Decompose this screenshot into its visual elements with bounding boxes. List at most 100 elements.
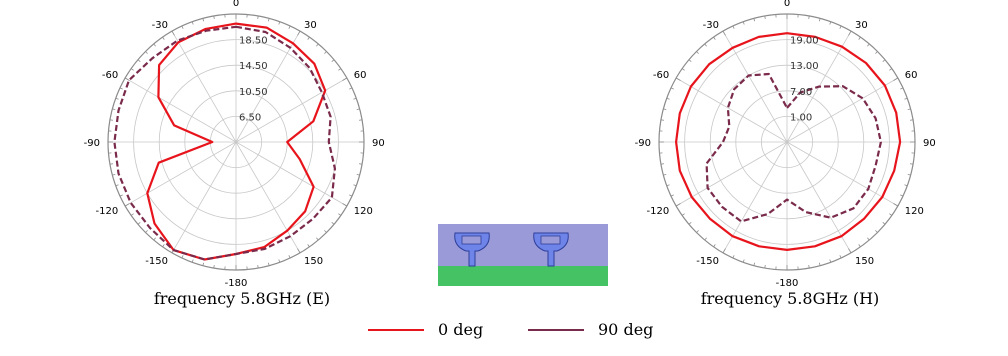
antenna-layout-inset bbox=[438, 224, 608, 286]
tick-mark bbox=[154, 44, 156, 46]
tick-mark bbox=[849, 31, 852, 35]
tick-mark bbox=[258, 16, 259, 19]
tick-mark bbox=[867, 238, 869, 240]
tick-mark bbox=[308, 37, 310, 39]
tick-mark bbox=[138, 222, 140, 224]
grid-spoke bbox=[125, 78, 236, 142]
tick-mark bbox=[676, 204, 680, 207]
angle-tick-label: 0 bbox=[784, 0, 790, 9]
angle-tick-label: -120 bbox=[95, 206, 118, 217]
tick-mark bbox=[343, 78, 347, 81]
grid-spoke bbox=[172, 142, 236, 253]
tick-mark bbox=[696, 230, 698, 232]
angle-tick-label: 60 bbox=[354, 70, 367, 81]
tick-mark bbox=[809, 16, 810, 19]
tick-mark bbox=[125, 78, 129, 81]
tick-mark bbox=[298, 31, 301, 35]
tick-mark bbox=[671, 88, 674, 89]
tick-mark bbox=[353, 98, 356, 99]
radial-tick-label: 13.00 bbox=[790, 61, 819, 72]
tick-mark bbox=[765, 16, 766, 19]
tick-mark bbox=[353, 185, 356, 186]
tick-mark bbox=[279, 259, 280, 262]
tick-mark bbox=[258, 265, 259, 268]
tick-mark bbox=[182, 26, 183, 29]
tick-mark bbox=[120, 195, 123, 196]
tick-mark bbox=[332, 60, 334, 62]
radial-tick-label: 14.50 bbox=[239, 61, 268, 72]
tick-mark bbox=[765, 265, 766, 268]
tick-mark bbox=[214, 265, 215, 268]
tick-mark bbox=[131, 214, 133, 216]
tick-mark bbox=[840, 26, 841, 29]
tick-mark bbox=[289, 255, 290, 258]
ground-plane bbox=[438, 266, 608, 286]
patch-slot-left bbox=[462, 236, 481, 244]
tick-mark bbox=[696, 51, 698, 53]
tick-mark bbox=[900, 195, 903, 196]
tick-mark bbox=[316, 44, 318, 46]
tick-mark bbox=[324, 51, 326, 53]
legend-label-90deg: 90 deg bbox=[598, 320, 653, 339]
tick-mark bbox=[154, 238, 156, 240]
tick-mark bbox=[349, 88, 352, 89]
tick-mark bbox=[661, 120, 664, 121]
angle-tick-label: -150 bbox=[696, 256, 719, 267]
radial-tick-label: 18.50 bbox=[239, 36, 268, 47]
angle-tick-label: -120 bbox=[646, 206, 669, 217]
angle-tick-label: -90 bbox=[84, 138, 100, 149]
tick-mark bbox=[298, 249, 301, 253]
tick-mark bbox=[705, 238, 707, 240]
series-90deg-line bbox=[114, 27, 335, 260]
tick-mark bbox=[889, 214, 891, 216]
tick-mark bbox=[163, 37, 165, 39]
tick-mark bbox=[192, 259, 193, 262]
angle-tick-label: 30 bbox=[304, 20, 317, 31]
tick-mark bbox=[859, 244, 861, 246]
caption-h-plane: frequency 5.8GHz (H) bbox=[701, 289, 880, 308]
tick-mark bbox=[689, 222, 691, 224]
tick-mark bbox=[689, 60, 691, 62]
tick-mark bbox=[116, 98, 119, 99]
tick-mark bbox=[120, 88, 123, 89]
grid-spoke bbox=[676, 78, 787, 142]
tick-mark bbox=[682, 69, 684, 71]
tick-mark bbox=[338, 214, 340, 216]
angle-tick-label: 120 bbox=[905, 206, 924, 217]
tick-mark bbox=[743, 22, 744, 25]
radial-tick-label: 7.00 bbox=[790, 87, 812, 98]
grid-spoke bbox=[787, 142, 898, 206]
tick-mark bbox=[809, 265, 810, 268]
tick-mark bbox=[723, 31, 726, 35]
tick-mark bbox=[867, 44, 869, 46]
tick-mark bbox=[332, 222, 334, 224]
angle-tick-label: -150 bbox=[145, 256, 168, 267]
angle-tick-label: -60 bbox=[653, 70, 669, 81]
angle-tick-label: 120 bbox=[354, 206, 373, 217]
tick-mark bbox=[840, 255, 841, 258]
radial-tick-label: 19.00 bbox=[790, 36, 819, 47]
tick-mark bbox=[830, 259, 831, 262]
tick-mark bbox=[343, 204, 347, 207]
tick-mark bbox=[904, 98, 907, 99]
tick-mark bbox=[723, 249, 726, 253]
tick-mark bbox=[182, 255, 183, 258]
tick-mark bbox=[661, 164, 664, 165]
tick-mark bbox=[172, 31, 175, 35]
tick-mark bbox=[349, 195, 352, 196]
tick-mark bbox=[900, 88, 903, 89]
grid-spoke bbox=[125, 142, 236, 206]
tick-mark bbox=[682, 214, 684, 216]
angle-tick-label: 150 bbox=[855, 256, 874, 267]
tick-mark bbox=[705, 44, 707, 46]
caption-e-plane: frequency 5.8GHz (E) bbox=[154, 289, 330, 308]
angle-tick-label: -30 bbox=[152, 20, 168, 31]
tick-mark bbox=[889, 69, 891, 71]
angle-tick-label: 90 bbox=[372, 138, 385, 149]
tick-mark bbox=[676, 78, 680, 81]
grid-spoke bbox=[676, 142, 787, 206]
radial-tick-label: 1.00 bbox=[790, 112, 812, 123]
tick-mark bbox=[116, 185, 119, 186]
tick-mark bbox=[875, 51, 877, 53]
